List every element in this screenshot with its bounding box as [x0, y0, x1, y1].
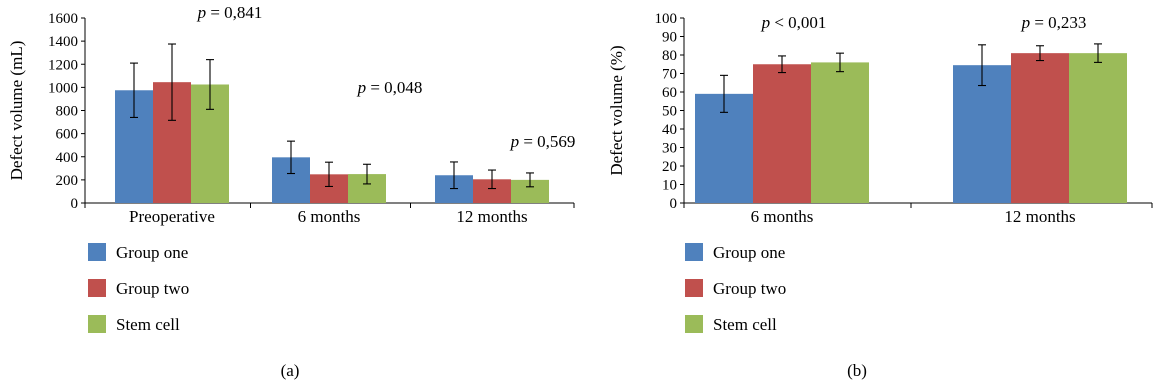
legend-item: Group two	[88, 279, 189, 298]
error-bar	[1094, 43, 1102, 63]
y-tick-label: 60	[662, 85, 677, 101]
bar-stem-cell	[1069, 53, 1127, 204]
error-bar	[363, 163, 371, 185]
legend-swatch	[88, 243, 106, 261]
error-bar	[720, 74, 728, 113]
y-tick-label: 0	[71, 196, 79, 212]
y-tick-label: 0	[670, 196, 678, 212]
p-value-annotation: p = 0,841	[197, 3, 263, 22]
panel-label: (a)	[281, 361, 300, 380]
y-tick-label: 1600	[48, 11, 78, 27]
legend-label: Group two	[713, 279, 786, 298]
legend-item: Group one	[685, 243, 785, 262]
legend-item: Group one	[88, 243, 188, 262]
y-tick-label: 80	[662, 48, 677, 64]
y-tick-label: 1000	[48, 80, 78, 96]
bar-group-two	[473, 179, 511, 203]
x-category-label: 12 months	[456, 207, 527, 226]
x-category-label: 6 months	[751, 207, 814, 226]
y-tick-label: 40	[662, 122, 677, 138]
legend-swatch	[685, 315, 703, 333]
bar-stem-cell	[511, 179, 549, 203]
y-tick-label: 100	[655, 11, 678, 27]
error-bar	[978, 44, 986, 87]
error-bar	[168, 43, 176, 121]
error-bar	[778, 55, 786, 74]
error-bar	[287, 140, 295, 175]
legend-swatch	[88, 279, 106, 297]
bar-stem-cell	[811, 62, 869, 204]
error-bar	[130, 62, 138, 118]
error-bar	[836, 52, 844, 73]
error-bar	[526, 172, 534, 188]
y-tick-label: 90	[662, 30, 677, 46]
y-axis-label: Defect volume (mL)	[7, 41, 26, 181]
p-value-annotation: p = 0,569	[510, 132, 576, 151]
legend-swatch	[685, 243, 703, 261]
bar-group-two	[753, 64, 811, 203]
y-tick-label: 1200	[48, 57, 78, 73]
error-bar	[450, 161, 458, 190]
error-bar	[206, 59, 214, 110]
chart-panel-b: 0 10 20 30 40 50 60 70 80 90 100 6 months 12 months p…	[607, 11, 1153, 380]
legend-item: Stem cell	[88, 315, 180, 334]
y-tick-label: 50	[662, 104, 677, 120]
p-value-annotation: p = 0,233	[1021, 13, 1087, 32]
x-category-label: 6 months	[298, 207, 361, 226]
legend-label: Stem cell	[713, 315, 777, 334]
p-value-annotation: p < 0,001	[761, 13, 827, 32]
x-category-label: Preoperative	[129, 207, 215, 226]
legend-label: Group one	[116, 243, 188, 262]
y-tick-label: 20	[662, 159, 677, 175]
legend-item: Group two	[685, 279, 786, 298]
x-category-label: 12 months	[1004, 207, 1075, 226]
y-tick-label: 30	[662, 141, 677, 157]
y-tick-label: 800	[56, 104, 79, 120]
legend-item: Stem cell	[685, 315, 777, 334]
panel-label: (b)	[847, 361, 867, 380]
legend-label: Stem cell	[116, 315, 180, 334]
y-tick-label: 10	[662, 178, 677, 194]
p-value-annotation: p = 0,048	[357, 78, 423, 97]
chart-panel-a: 0 200 400 600 800 1000 1200 1400 1600 Preoperativ…	[7, 3, 575, 380]
legend-label: Group one	[713, 243, 785, 262]
y-tick-label: 1400	[48, 34, 78, 50]
y-tick-label: 400	[56, 150, 79, 166]
legend: Group one Group two Stem cell	[88, 243, 189, 334]
bar-group-one	[953, 65, 1011, 203]
y-axis-label: Defect volume (%)	[607, 45, 626, 175]
bar-group-two	[1011, 53, 1069, 204]
error-bar	[488, 169, 496, 190]
legend-swatch	[685, 279, 703, 297]
legend-label: Group two	[116, 279, 189, 298]
error-bar	[1036, 45, 1044, 62]
error-bar	[325, 161, 333, 188]
y-tick-label: 200	[56, 173, 79, 189]
legend: Group one Group two Stem cell	[685, 243, 786, 334]
y-tick-label: 70	[662, 67, 677, 83]
y-tick-label: 600	[56, 127, 79, 143]
legend-swatch	[88, 315, 106, 333]
